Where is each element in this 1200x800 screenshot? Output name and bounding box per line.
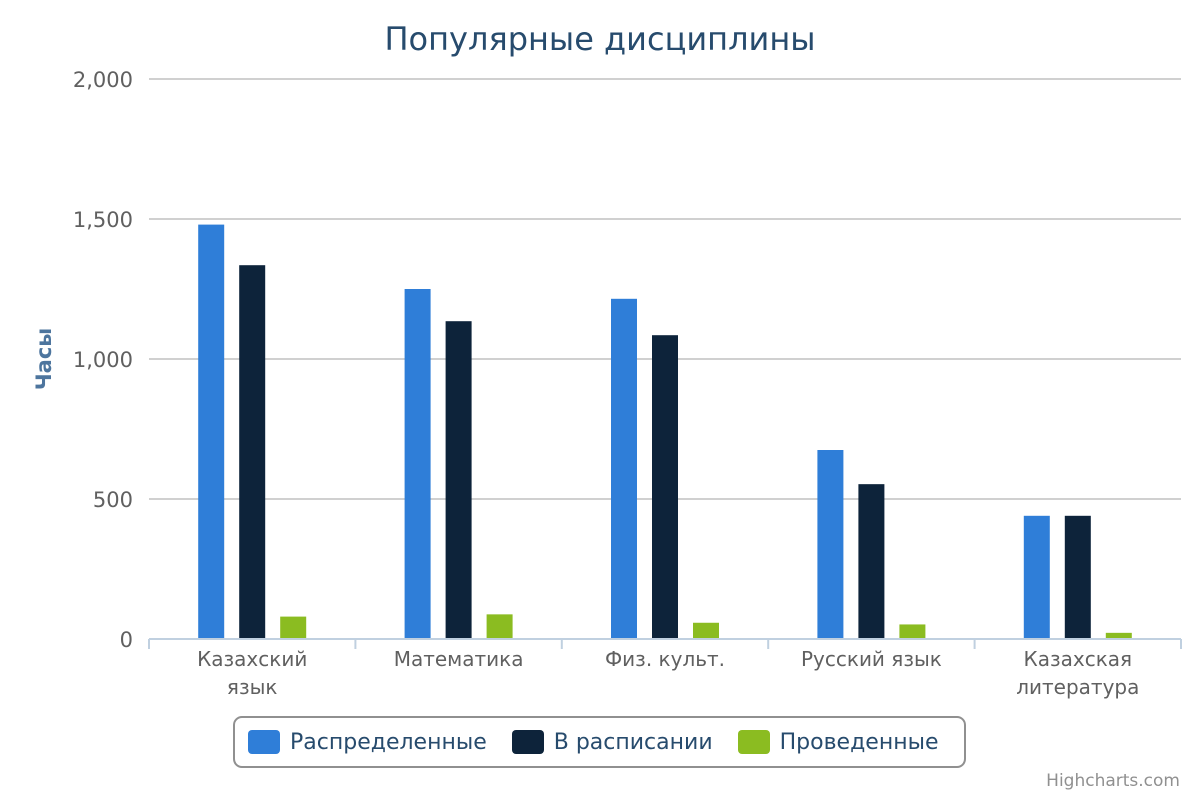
y-tick-label: 500 <box>93 488 133 512</box>
bar[interactable] <box>611 298 637 639</box>
x-tick-label: Физ. культ. <box>605 647 725 671</box>
bar[interactable] <box>1105 632 1132 639</box>
bar[interactable] <box>817 450 844 639</box>
x-tick-label: Русский язык <box>801 647 942 671</box>
y-axis-labels: 0 500 1,000 1,500 2,000 <box>73 68 133 652</box>
x-tick-label: литература <box>1016 675 1139 699</box>
y-tick-label: 1,500 <box>73 208 133 232</box>
bar[interactable] <box>1064 515 1091 639</box>
bar[interactable] <box>652 335 678 639</box>
bar[interactable] <box>486 614 513 639</box>
legend-item-allocated[interactable]: Распределенные <box>248 730 487 755</box>
bar[interactable] <box>445 321 472 639</box>
legend-label-allocated: Распределенные <box>290 729 487 755</box>
chart-title: Популярные дисциплины <box>384 20 815 58</box>
bar[interactable] <box>858 484 885 639</box>
x-axis <box>148 638 1182 649</box>
legend-swatch-conducted <box>737 730 770 754</box>
y-tick-label: 1,000 <box>73 348 133 372</box>
bar[interactable] <box>239 265 266 639</box>
legend-label-scheduled: В расписании <box>553 729 713 755</box>
legend-label-conducted: Проведенные <box>779 729 939 755</box>
bar[interactable] <box>404 289 431 639</box>
legend: Распределенные В расписании Проведенные <box>233 716 966 768</box>
x-tick-label: Казахская <box>1024 647 1133 671</box>
x-tick-label: Математика <box>394 647 524 671</box>
y-tick-label: 0 <box>120 628 133 652</box>
bar[interactable] <box>899 624 926 639</box>
bar[interactable] <box>1023 515 1050 639</box>
legend-swatch-scheduled <box>511 730 544 754</box>
y-axis-title: Часы <box>32 328 56 391</box>
bar[interactable] <box>198 224 225 639</box>
legend-item-conducted[interactable]: Проведенные <box>737 729 939 755</box>
x-axis-labels: Казахский язык Математика Физ. культ. Русски… <box>197 647 1139 699</box>
y-tick-label: 2,000 <box>73 68 133 92</box>
x-tick-label: язык <box>227 675 278 699</box>
x-tick-label: Казахский <box>197 647 307 671</box>
legend-item-scheduled[interactable]: В расписании <box>511 729 713 755</box>
bar[interactable] <box>280 616 307 639</box>
legend-swatch-allocated <box>248 730 280 754</box>
credits-link[interactable]: Highcharts.com <box>1046 771 1180 791</box>
bars <box>198 224 1132 639</box>
bar[interactable] <box>693 622 719 639</box>
